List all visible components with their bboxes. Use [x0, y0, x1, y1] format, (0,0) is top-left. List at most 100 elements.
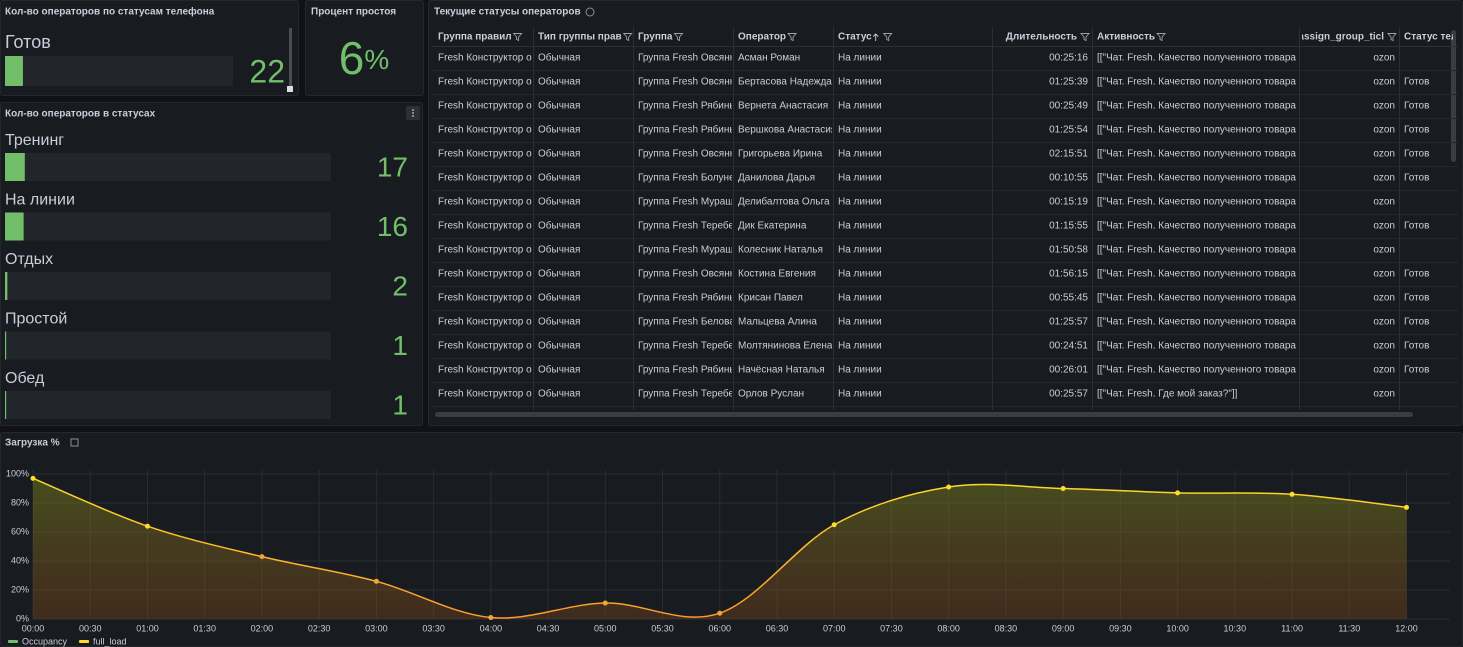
table-cell: На линии [838, 221, 882, 232]
table-cell: [["Чат. Fresh. Качество полученного това… [1097, 77, 1296, 88]
table-cell: ozon [1373, 173, 1395, 184]
table-cell: [["Чат. Fresh. Качество полученного това… [1097, 245, 1296, 256]
filter-icon [1156, 33, 1167, 42]
menu-dot [412, 109, 414, 111]
table-cell: На линии [838, 389, 882, 400]
table-cell: На линии [838, 149, 882, 160]
column-header[interactable]: Группа [638, 32, 673, 43]
column-header[interactable]: Активность [1097, 32, 1155, 43]
info-icon[interactable] [585, 7, 595, 17]
x-tick-label: 04:30 [537, 623, 560, 633]
panel [305, 0, 424, 96]
menu-dot [412, 112, 414, 114]
table-cell: [["Чат. Fresh. Качество полученного това… [1097, 269, 1296, 280]
table-cell: На линии [838, 365, 882, 376]
table-cell: Обычная [538, 268, 580, 280]
table-cell: Fresh Конструктор о [438, 389, 532, 400]
table-cell: Делибалтова Ольга [738, 196, 830, 208]
x-tick-label: 03:30 [422, 623, 445, 633]
column-header[interactable]: Статус теле [1404, 32, 1463, 43]
column-header[interactable]: Длительность [1006, 32, 1077, 43]
table-cell: ozon [1373, 197, 1395, 208]
table-cell: [["Чат. Fresh. Качество полученного това… [1097, 365, 1296, 376]
table-cell: Обычная [538, 76, 580, 88]
point [831, 522, 837, 528]
sort-icon [872, 33, 879, 41]
x-tick-label: 09:00 [1052, 623, 1075, 633]
x-tick-label: 04:00 [480, 623, 503, 633]
table-cell: Обычная [538, 364, 580, 376]
table-cell: 00:10:55 [1049, 173, 1088, 184]
table-cell: Fresh Конструктор о [438, 173, 532, 184]
x-tick-label: 02:30 [308, 623, 331, 633]
table-cell: Обычная [538, 196, 580, 208]
table-cell: Готов [1404, 341, 1429, 352]
x-tick-label: 02:00 [251, 623, 274, 633]
table-cell: ozon [1373, 125, 1395, 136]
table-cell: Группа Fresh Теребе [638, 388, 735, 400]
gauge-label: Обед [5, 370, 45, 387]
table-cell: [["Чат. Fresh. Качество полученного това… [1097, 221, 1296, 232]
table-cell: Бертасова Надежда [738, 77, 832, 88]
table-cell: Fresh Конструктор о [438, 197, 532, 208]
panel [428, 0, 1463, 426]
table-cell: Готов [1404, 101, 1429, 112]
table-cell: ozon [1373, 317, 1395, 328]
legend-label[interactable]: Occupancy [22, 636, 68, 646]
gauge-label: На линии [5, 192, 75, 209]
table-cell: Обычная [538, 220, 580, 232]
table-cell: На линии [838, 245, 882, 256]
table-cell: 01:56:15 [1049, 269, 1088, 280]
table-cell: Fresh Конструктор о [438, 245, 532, 256]
table-cell: 01:25:54 [1049, 125, 1088, 136]
table-cell: [["Чат. Fresh. Качество полученного това… [1097, 173, 1296, 184]
x-tick-label: 05:30 [651, 623, 674, 633]
table-cell: Вершкова Анастасия [738, 125, 836, 136]
table-cell: Fresh Конструктор о [438, 77, 532, 88]
stat-number: 6 [339, 32, 365, 84]
column-header[interactable]: Оператор [738, 32, 786, 43]
x-tick-label: 05:00 [594, 623, 617, 633]
h-scrollbar[interactable] [435, 412, 1413, 417]
table-cell: На линии [838, 101, 882, 112]
gauge-bar [5, 391, 7, 419]
table-cell: 00:55:45 [1049, 293, 1088, 304]
gauge-value: 22 [249, 53, 285, 89]
x-tick-label: 01:30 [193, 623, 216, 633]
column-header[interactable]: Тип группы прав [538, 32, 622, 43]
gauge-track [5, 56, 233, 86]
point [717, 610, 723, 616]
table-cell: Группа Fresh Теребе [638, 340, 735, 352]
gauge-track [5, 331, 331, 360]
table-cell: Готов [1404, 317, 1429, 328]
table-cell: 00:26:01 [1049, 365, 1088, 376]
column-header[interactable]: Группа правил [438, 32, 512, 43]
table-cell: На линии [838, 269, 882, 280]
stat-value: 6% [339, 32, 390, 84]
gauge-label: Отдых [5, 251, 53, 268]
y-tick-label: 60% [11, 526, 29, 536]
y-tick-label: 100% [6, 468, 29, 478]
table-cell: Вернета Анастасия [738, 101, 828, 112]
table-cell: Fresh Конструктор о [438, 125, 532, 136]
table-cell: Группа Fresh Рябинь [638, 292, 735, 304]
column-header[interactable]: assign_group_ticl [1298, 32, 1384, 43]
scrollbar[interactable] [289, 28, 292, 86]
table-cell: Обычная [538, 388, 580, 400]
gauge-value: 1 [392, 330, 408, 361]
table-cell: На линии [838, 125, 882, 136]
point [1060, 486, 1066, 491]
column-header[interactable]: Статус [838, 32, 872, 43]
panel [0, 102, 423, 426]
table-cell: На линии [838, 197, 882, 208]
table-cell: 01:15:55 [1049, 221, 1088, 232]
table-cell: Готов [1404, 365, 1429, 376]
panel-title: Процент простоя [311, 7, 396, 18]
table-cell: 02:15:51 [1049, 149, 1088, 160]
v-scrollbar[interactable] [1451, 30, 1456, 162]
legend-label[interactable]: full_load [93, 636, 127, 646]
table-cell: 00:24:51 [1049, 341, 1088, 352]
table-cell: Fresh Конструктор о [438, 221, 532, 232]
filter-icon [1387, 33, 1397, 42]
